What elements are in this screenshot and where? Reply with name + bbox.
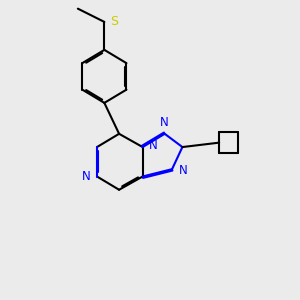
Text: N: N: [149, 139, 158, 152]
Text: N: N: [160, 116, 169, 128]
Text: N: N: [82, 170, 91, 183]
Text: S: S: [110, 15, 118, 28]
Text: N: N: [178, 164, 187, 177]
